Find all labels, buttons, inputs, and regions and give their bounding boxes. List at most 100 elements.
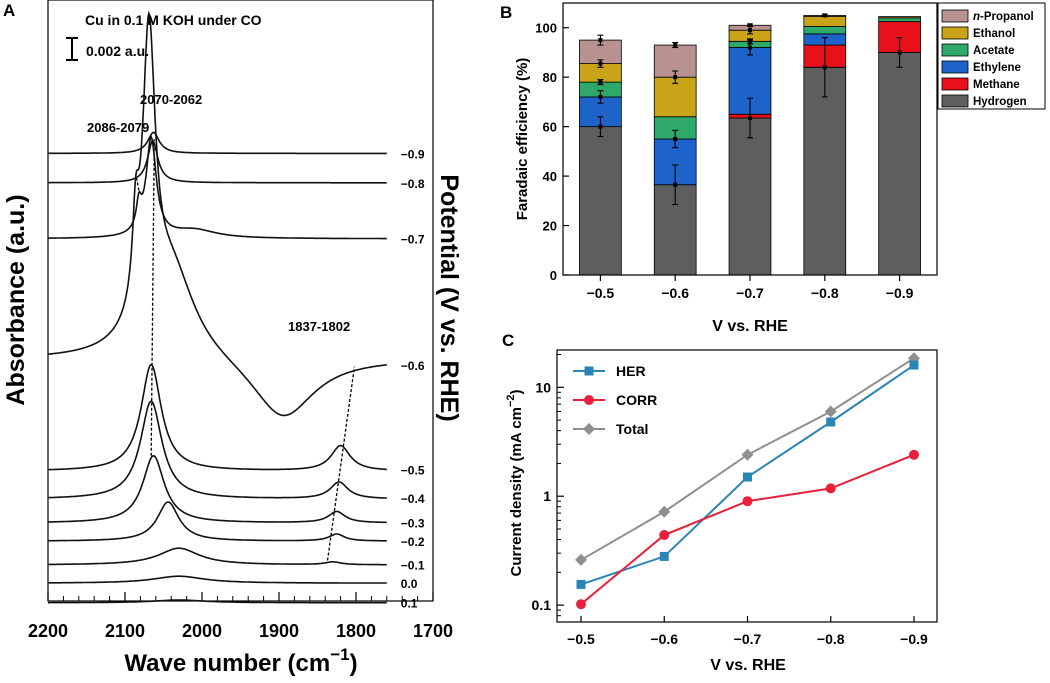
fe-legend-swatch-propanol [941,9,969,23]
fe-legend-swatch-ethanol [941,26,969,40]
current-x-tick-label-0-6: −0.6 [650,631,678,647]
fe-y-tick-label-60: 60 [543,120,557,135]
fe-error-bar-n-propanol-0-6 [672,42,679,49]
current-point-corr-0-7 [742,496,753,507]
spectra-x-tick-label-2000: 2000 [182,621,222,641]
fe-legend-swatch-acetate [941,43,969,57]
fe-bar-ethanol-0-9 [878,16,921,19]
fe-y-tick-label-100: 100 [535,21,557,36]
current-y-tick-label-1: 1 [543,488,551,504]
spectra-x-ticks: 2200 2100 2000 1900 1800 1700 [28,592,453,641]
current-legend-label-total: Total [616,421,648,437]
fe-legend-swatch-methane [941,77,969,91]
current-point-her-0-5 [576,579,586,589]
spectra-x-title-close: ) [350,650,358,677]
spectrum-line-0-4 [48,400,387,499]
spectra-x-tick-label-2100: 2100 [105,621,145,641]
fe-y-tick-label-0: 0 [550,268,557,283]
current-point-her-0-6 [659,551,669,561]
fe-bar-hydrogen-0-8 [803,66,847,276]
fe-error-bar-n-propanol-0-5 [597,34,604,46]
fe-y-tick-label-20: 20 [543,219,557,234]
fe-y-ticks: 0 20 40 60 80 100 [535,21,569,283]
current-point-total-0-7 [741,448,754,461]
current-point-corr-0-9 [909,449,919,460]
fe-legend-label-ethylene: Ethylene [973,62,1021,74]
spectrum-line-0-6 [47,10,387,417]
spectrum-line-0-1 [48,547,387,566]
fe-bar-ethanol-0-8 [803,16,847,27]
fe-error-bar-hydrogen-0-8 [821,37,828,98]
fe-legend-label-ethanol: Ethanol [973,28,1015,40]
fe-bar-acetate-0-8 [803,26,847,35]
spectrum-line-0-0 [48,575,387,584]
spectra-x-tick-label-1900: 1900 [259,621,299,641]
spectrum-line-0-3 [48,454,387,524]
current-y-tick-label-0-1: 0.1 [532,597,552,613]
potential-label-0-1: −0.1 [401,559,425,573]
current-y-tick-label-10: 10 [535,379,551,395]
fe-error-bar-hydrogen-0-5 [597,116,604,138]
current-plot-frame [556,349,938,623]
condition-label: Cu in 0.1 M KOH under CO [85,12,262,28]
current-point-total-0-5 [575,553,587,566]
fe-legend-label-acetate: Acetate [973,45,1015,57]
fe-error-bar-hydrogen-0-7 [747,97,753,139]
current-legend: HER CORR Total [573,363,657,437]
current-y-title-close: ) [508,389,525,394]
current-point-corr-0-8 [825,483,836,494]
peak-guide-2 [326,366,356,561]
fe-legend-entries: n-Propanol Ethanol Acetate Ethylene Methane H… [941,9,1034,108]
potential-label-0-5: −0.5 [401,463,425,477]
current-y-ticks: 0.1 1 10 [532,354,564,623]
fe-x-tick-label-0-9: −0.9 [886,285,914,301]
peak-label-2086-2079: 2086-2079 [87,120,149,135]
fe-x-tick-label-0-7: −0.7 [736,285,764,301]
peak-label-2070-2062: 2070-2062 [140,92,202,107]
fe-bar-hydrogen-0-5 [579,126,622,276]
spectra-x-title-exp: −1 [330,645,349,664]
current-x-axis-title: V vs. RHE [710,657,786,674]
fe-bars [579,13,921,276]
potential-label-0-8: −0.8 [401,177,425,191]
current-series [575,352,920,610]
fe-error-bar-ethylene-0-5 [597,90,604,104]
fe-error-bar-acetate-0-5 [597,79,604,86]
fe-error-bar-hydrogen-0-9 [896,37,903,68]
scale-bar-label: 0.002 a.u. [86,43,149,59]
fe-bar-hydrogen-0-7 [728,117,772,276]
current-legend-label-her: HER [616,363,646,379]
potential-label-0-1: 0.1 [401,597,418,611]
fe-legend: n-Propanol Ethanol Acetate Ethylene Methane H… [937,2,1046,110]
peak-guide-0 [135,173,140,191]
current-x-tick-label-0-7: −0.7 [734,631,762,647]
spectrum-line-0-8 [48,139,387,184]
spectrum-line-0-5 [47,363,387,471]
spectra-x-axis-title: Wave number (cm−1) [124,645,357,677]
current-legend-marker-corr [584,395,594,405]
spectra-x-tick-label-1700: 1700 [413,621,453,641]
fe-y-tick-label-80: 80 [543,70,557,85]
spectra-x-title-main: Wave number (cm [124,650,330,677]
spectrum-line-0-9 [48,131,387,155]
current-point-her-0-9 [909,360,919,370]
fe-bar-acetate-0-9 [878,17,921,22]
fe-x-ticks: −0.5 −0.6 −0.7 −0.8 −0.9 [587,275,914,301]
spectra-series [47,10,387,604]
current-x-tick-label-0-5: −0.5 [567,631,595,647]
fe-error-bar-hydrogen-0-6 [672,164,679,206]
fe-error-bar-n-propanol-0-8 [821,13,828,18]
spectrum-line-0-1 [48,599,387,604]
fe-error-bar-ethanol-0-6 [672,70,679,84]
fe-error-bar-ethylene-0-6 [672,129,679,149]
fe-legend-label-hydrogen: Hydrogen [973,96,1027,108]
panel-c: C 0.1 1 10 −0.5 −0.6 −0.7 −0.8 −0.9 HER CORR Tot… [502,331,938,674]
current-legend-marker-her [584,366,594,376]
current-x-tick-label-0-9: −0.9 [900,631,928,647]
fe-y-tick-label-40: 40 [543,169,557,184]
current-point-corr-0-5 [576,599,586,610]
current-point-total-0-6 [658,505,671,518]
fe-x-axis-title: V vs. RHE [712,318,788,335]
panel-b: B 0 20 40 60 80 100 −0.5 −0.6 −0.7 −0.8 −0.9 V vs… [500,2,1046,335]
